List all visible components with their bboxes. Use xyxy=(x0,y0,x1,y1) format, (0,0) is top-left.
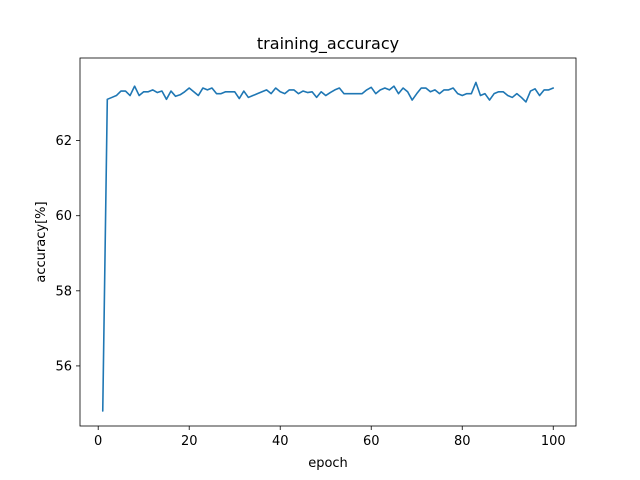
plot-frame xyxy=(79,57,577,427)
y-tick-label: 62 xyxy=(55,134,72,149)
x-tick-label: 20 xyxy=(181,434,198,449)
chart-title: training_accuracy xyxy=(257,34,399,54)
y-tick-label: 60 xyxy=(55,209,72,224)
y-axis-ticks: 56 58 60 62 xyxy=(55,134,80,374)
x-axis-label: epoch xyxy=(308,456,348,471)
x-axis-ticks: 0 20 40 60 80 100 xyxy=(94,426,566,449)
y-axis-label: accuracy[%] xyxy=(34,201,49,282)
x-tick-label: 60 xyxy=(363,434,380,449)
y-tick-label: 58 xyxy=(55,284,72,299)
x-tick-label: 40 xyxy=(272,434,289,449)
x-tick-label: 80 xyxy=(454,434,471,449)
y-tick-label: 56 xyxy=(55,359,72,374)
x-tick-label: 0 xyxy=(94,434,102,449)
series-line-training-accuracy xyxy=(101,81,555,412)
x-tick-label: 100 xyxy=(541,434,566,449)
